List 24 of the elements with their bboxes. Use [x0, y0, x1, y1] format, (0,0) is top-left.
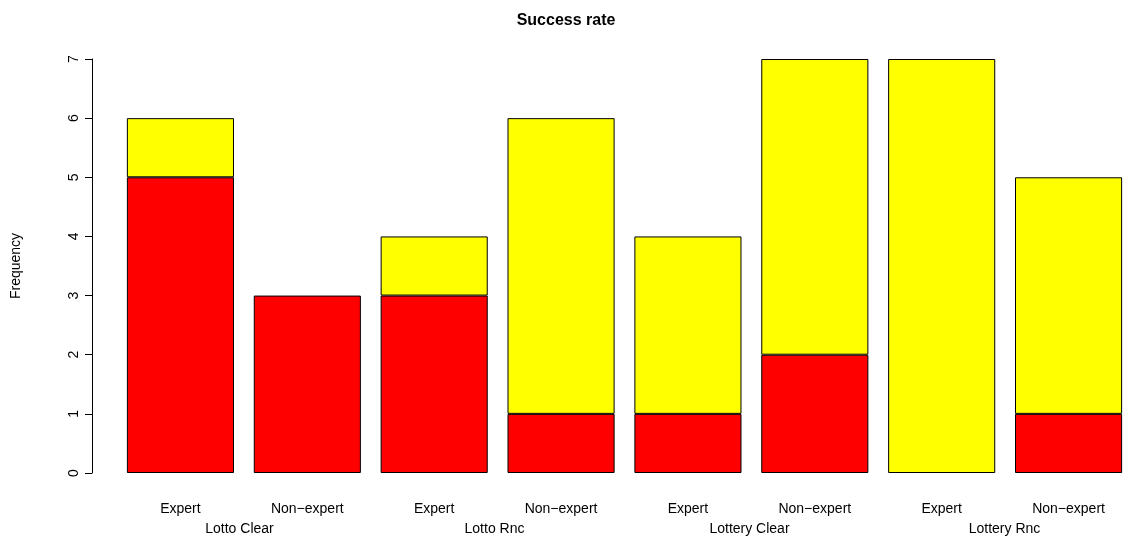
text: Lottery Rnc: [968, 520, 1041, 536]
y-tick-label: 0: [65, 468, 81, 477]
y-tick-label: 2: [65, 350, 81, 359]
y-tick-label: 4: [65, 232, 81, 241]
x-tick-label: Non−expert: [524, 500, 598, 516]
text: Lottery Clear: [709, 520, 790, 536]
x-tick-label: Non−expert: [778, 500, 852, 516]
chart-title: Success rate: [516, 10, 616, 28]
y-axis-title: Frequency: [7, 232, 23, 300]
x-tick-label: Expert: [413, 500, 455, 516]
x-tick-label: Expert: [667, 500, 709, 516]
bar: [253, 295, 361, 473]
y-tick-label: 7: [65, 54, 81, 63]
x-tick-label: Expert: [921, 500, 963, 516]
text: Lotto Rnc: [464, 520, 525, 536]
x-tick-label: Non−expert: [270, 500, 344, 516]
y-tick-label: 5: [65, 173, 81, 182]
x-tick-label: Non−expert: [1032, 500, 1106, 516]
y-tick-label: 3: [65, 291, 81, 300]
x-tick-label: Expert: [160, 500, 201, 516]
bar: [888, 59, 996, 473]
y-tick-label: 6: [65, 114, 81, 123]
y-tick-label: 1: [65, 409, 81, 418]
text: Lotto Clear: [205, 520, 275, 536]
